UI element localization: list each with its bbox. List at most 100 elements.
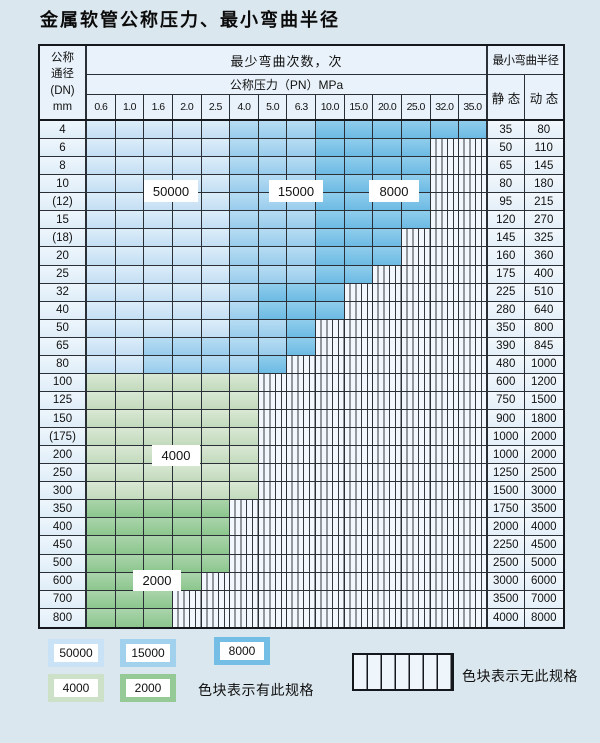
cycle-cell	[87, 446, 116, 465]
static-radius-cell: 160	[487, 247, 525, 266]
pressure-column-header: 25.0	[402, 95, 431, 119]
cycle-cell	[87, 518, 116, 537]
dynamic-radius-cell: 2500	[524, 464, 563, 483]
corner-header-dn: 公称 通径 (DN) mm	[40, 46, 87, 119]
pressure-column-header: 10.0	[316, 95, 345, 119]
no-spec-cell	[344, 590, 374, 609]
cycle-cell	[87, 572, 116, 591]
cycle-cell	[201, 410, 231, 429]
dynamic-radius-cell: 6000	[524, 572, 563, 591]
no-spec-cell	[344, 464, 374, 483]
static-radius-cell: 175	[487, 265, 525, 284]
cycle-cell	[258, 337, 288, 356]
no-spec-cell	[230, 554, 259, 573]
cycle-cell	[316, 301, 345, 320]
cycle-cell	[115, 121, 145, 140]
pressure-column-header: 35.0	[459, 95, 488, 119]
no-spec-cell	[459, 536, 488, 555]
cycle-cell	[115, 175, 145, 194]
cycle-cell	[201, 157, 231, 176]
no-spec-cell	[258, 554, 288, 573]
cycle-cell	[287, 211, 316, 230]
dn-cell: 40	[40, 301, 87, 320]
table-row: 8 65 145	[40, 157, 563, 176]
cycle-cell	[87, 139, 116, 158]
no-spec-cell	[287, 391, 316, 410]
no-spec-cell	[201, 608, 231, 627]
cycle-cell	[172, 337, 202, 356]
no-spec-cell	[430, 554, 460, 573]
no-spec-cell	[230, 536, 259, 555]
no-spec-cell	[430, 283, 460, 302]
cycle-cell	[287, 247, 316, 266]
no-spec-cell	[373, 536, 402, 555]
static-radius-cell: 1500	[487, 482, 525, 501]
cycle-cell	[201, 500, 231, 519]
table-row: 125 750 1500	[40, 391, 563, 410]
dn-cell: 32	[40, 283, 87, 302]
corner-line: 公称	[51, 51, 74, 64]
cycle-cell	[401, 211, 431, 230]
cycle-cell	[87, 608, 116, 627]
cycle-cell	[201, 211, 231, 230]
cycle-cell	[201, 482, 231, 501]
no-spec-cell	[459, 428, 488, 447]
no-spec-cell	[373, 319, 402, 338]
dn-cell: (175)	[40, 428, 87, 447]
no-spec-cell	[344, 373, 374, 392]
cycle-cell	[230, 446, 259, 465]
no-spec-cell	[287, 500, 316, 519]
cycle-cell	[287, 319, 316, 338]
legend-swatch: 8000	[214, 637, 270, 665]
cycle-cell	[115, 500, 145, 519]
no-spec-cell	[258, 518, 288, 537]
cycle-cell	[201, 193, 231, 212]
table-header: 公称 通径 (DN) mm 最少弯曲次数，次 最小弯曲半径 公称压力（PN）MP…	[40, 46, 563, 119]
dynamic-radius-cell: 7000	[524, 590, 563, 609]
no-spec-cell	[401, 464, 431, 483]
cycle-cell	[201, 301, 231, 320]
no-spec-cell	[230, 518, 259, 537]
no-spec-cell	[430, 572, 460, 591]
cycle-cell	[230, 139, 259, 158]
no-spec-cell	[430, 373, 460, 392]
cycle-cell	[144, 428, 173, 447]
cycle-cell	[230, 193, 259, 212]
no-spec-cell	[459, 157, 488, 176]
no-spec-cell	[258, 428, 288, 447]
cycle-cell	[230, 157, 259, 176]
dn-cell: 250	[40, 464, 87, 483]
no-spec-cell	[401, 319, 431, 338]
pressure-column-header: 2.0	[173, 95, 202, 119]
no-spec-cell	[316, 337, 345, 356]
region-label: 50000	[144, 180, 198, 202]
no-spec-cell	[230, 608, 259, 627]
cycle-cell	[144, 373, 173, 392]
cycle-cell	[230, 211, 259, 230]
cycle-cell	[115, 139, 145, 158]
table-row: 25 175 400	[40, 265, 563, 284]
cycle-cell	[201, 536, 231, 555]
static-radius-cell: 2250	[487, 536, 525, 555]
table-row: 100 600 1200	[40, 373, 563, 392]
no-spec-cell	[430, 175, 460, 194]
cycle-cell	[115, 410, 145, 429]
dn-cell: 100	[40, 373, 87, 392]
no-spec-cell	[316, 428, 345, 447]
legend-swatch-label: 50000	[54, 644, 98, 662]
no-spec-cell	[430, 391, 460, 410]
dynamic-radius-cell: 360	[524, 247, 563, 266]
cycle-cell	[87, 121, 116, 140]
no-spec-cell	[459, 139, 488, 158]
dn-cell: 800	[40, 608, 87, 627]
cycle-cell	[144, 139, 173, 158]
no-spec-cell	[430, 319, 460, 338]
cycle-cell	[316, 265, 345, 284]
no-spec-cell	[373, 301, 402, 320]
static-radius-cell: 50	[487, 139, 525, 158]
cycle-cell	[258, 283, 288, 302]
no-spec-cell	[430, 139, 460, 158]
no-spec-cell	[430, 301, 460, 320]
no-spec-cell	[401, 428, 431, 447]
cycle-cell	[287, 283, 316, 302]
